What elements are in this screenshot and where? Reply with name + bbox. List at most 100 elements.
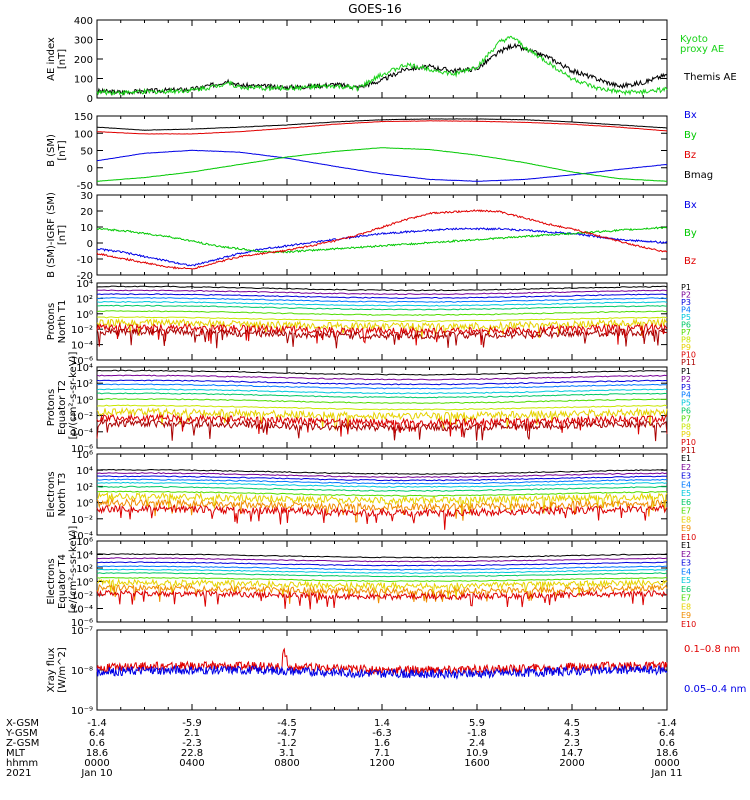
legend-label: Bx — [684, 200, 697, 211]
footer-value: 6.4 — [89, 728, 105, 739]
legend-label: P2 — [681, 291, 691, 300]
series-line-p11 — [96, 327, 668, 349]
series-line-e1 — [96, 468, 668, 475]
legend-label: P8 — [681, 422, 691, 431]
y-tick-label: 10⁴ — [76, 551, 93, 562]
y-tick-label: 10⁻² — [71, 591, 93, 602]
series-line-p10 — [96, 322, 668, 346]
y-tick-label: 10⁻² — [71, 325, 93, 336]
y-tick-label: 10² — [76, 482, 93, 493]
y-tick-label: 10⁰ — [76, 395, 93, 406]
footer-value: -1.2 — [277, 738, 297, 749]
series-line-p7 — [96, 398, 668, 404]
y-tick-label: 10² — [76, 294, 93, 305]
y-tick-label: -20 — [77, 271, 93, 282]
legend-label: P10 — [681, 351, 696, 360]
legend-label: E5 — [681, 576, 691, 585]
footer-value: -1.4 — [87, 718, 107, 729]
series-line-e1 — [96, 553, 668, 559]
y-tick-label: -50 — [77, 181, 93, 192]
series-line-e4 — [96, 478, 668, 485]
legend-label: Bz — [684, 256, 696, 267]
y-tick-label: 10⁻⁶ — [71, 618, 93, 629]
y-tick-label: -10 — [77, 255, 93, 266]
legend-label: P3 — [681, 383, 691, 392]
footer-row-label: hhmm — [6, 758, 38, 769]
series-line-kyoto-proxy-ae — [96, 35, 668, 97]
series-line-e8 — [96, 491, 668, 515]
series-line-p4 — [96, 297, 668, 303]
series-line-e5 — [97, 481, 668, 488]
footer-value: -1.4 — [657, 718, 677, 729]
legend-label: P4 — [681, 306, 691, 315]
legend-label: E9 — [681, 524, 691, 533]
footer-value: 14.7 — [561, 748, 583, 759]
series-line-p8 — [96, 316, 668, 323]
legend-label: E3 — [681, 472, 691, 481]
series-line-p7 — [96, 310, 667, 316]
legend-label: P2 — [681, 375, 691, 384]
series-line-e8 — [96, 578, 668, 600]
footer-value: 6.4 — [659, 728, 675, 739]
y-axis-label: AE index — [46, 37, 57, 81]
series-line-e9 — [96, 497, 668, 523]
footer-value: 0.6 — [89, 738, 105, 749]
series-line-by — [96, 226, 668, 254]
legend-label: E6 — [681, 585, 691, 594]
series-line-p9 — [96, 317, 668, 339]
legend-label: E2 — [681, 463, 691, 472]
legend-label: P4 — [681, 391, 691, 400]
legend-label: P6 — [681, 321, 691, 330]
legend-label: P9 — [681, 430, 691, 439]
series-line-e7 — [96, 490, 668, 497]
y-tick-label: 10⁻⁴ — [71, 428, 93, 439]
footer-value: 2000 — [559, 758, 584, 769]
footer-value: 18.6 — [86, 748, 108, 759]
y-axis-label: North T3 — [57, 473, 68, 517]
footer-value: 0.6 — [659, 738, 675, 749]
legend-label: E1 — [681, 541, 691, 550]
series-line-e10 — [96, 503, 668, 530]
series-line-p2 — [96, 289, 668, 296]
y-tick-label: 10⁰ — [76, 578, 93, 589]
legend-label: By — [684, 228, 697, 239]
y-tick-label: 10⁴ — [76, 363, 93, 374]
footer-value: 1.6 — [374, 738, 390, 749]
y-tick-label: 100 — [74, 75, 93, 86]
legend-label: P10 — [681, 438, 696, 447]
footer-value: 3.1 — [279, 748, 295, 759]
series-line-e6 — [96, 572, 668, 578]
footer-value: 4.3 — [564, 728, 580, 739]
y-tick-label: 10⁻⁷ — [71, 626, 93, 637]
footer-value: 1600 — [464, 758, 489, 769]
series-line-p1 — [96, 285, 668, 292]
footer-value: -5.9 — [182, 718, 202, 729]
series-line-p3 — [96, 293, 668, 299]
footer-row-label: 2021 — [6, 768, 31, 779]
legend-label: 0.05–0.4 nm — [684, 684, 746, 695]
y-tick-label: 10⁻⁹ — [71, 706, 93, 717]
series-line-bz — [96, 120, 668, 135]
series-line-p10 — [96, 413, 668, 437]
series-line-e5 — [96, 568, 668, 574]
footer-value: Jan 10 — [80, 768, 112, 779]
series-line-e3 — [96, 561, 667, 567]
y-tick-label: 10⁻⁸ — [71, 666, 93, 677]
footer-value: 10.9 — [466, 748, 488, 759]
y-tick-label: 10⁻⁴ — [71, 605, 93, 616]
footer-row-label: Y-GSM — [5, 728, 38, 739]
flux-units-label: [p/(cm²-s-sr-keV)] — [68, 352, 79, 440]
legend-label: E1 — [681, 454, 691, 463]
plot-title: GOES-16 — [348, 2, 402, 16]
legend-label: E5 — [681, 489, 691, 498]
footer-value: 1200 — [369, 758, 394, 769]
y-axis-label: North T1 — [57, 300, 68, 344]
series-line-e9 — [96, 583, 668, 604]
y-tick-label: 300 — [74, 36, 93, 47]
footer-value: 7.1 — [374, 748, 390, 759]
legend-label: E9 — [681, 611, 691, 620]
flux-units-label: [e/(cm²-s-sr-keV)] — [68, 526, 79, 614]
